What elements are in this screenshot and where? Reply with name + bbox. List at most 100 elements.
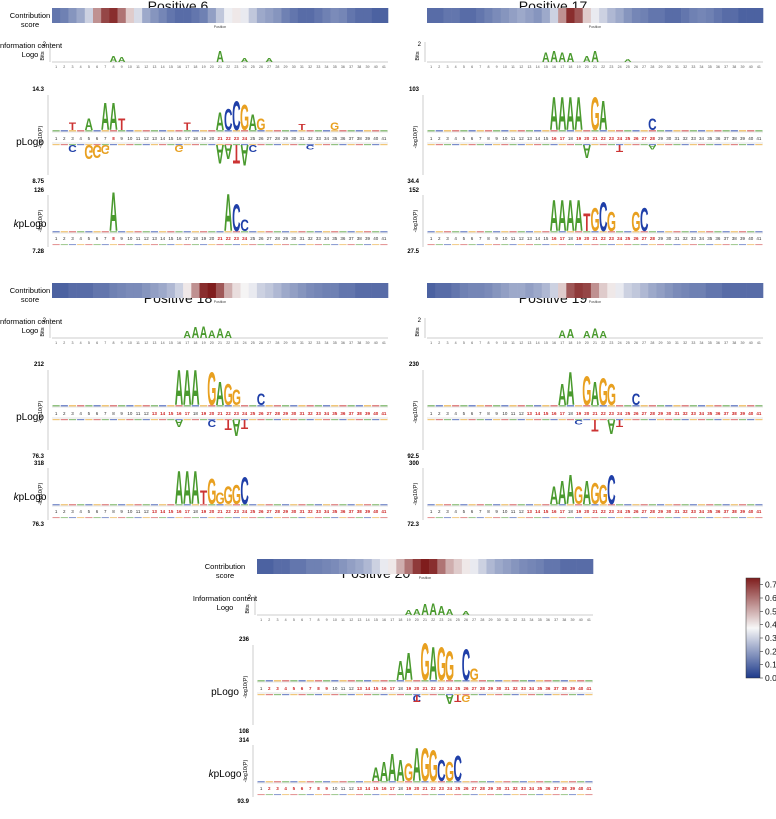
kplogo-label-k: k — [14, 219, 20, 230]
heatmap-cell — [256, 283, 266, 298]
kplogo-background-mark — [134, 244, 142, 246]
kplogo-background-mark — [380, 794, 388, 796]
plogo-background-mark — [85, 419, 93, 421]
kplogo-background-mark — [566, 231, 575, 233]
plogo-tick-label: 38 — [732, 411, 738, 416]
heatmap-cell — [535, 559, 545, 574]
plogo-tick-label: 25 — [250, 411, 256, 416]
info-tick-label: 21 — [218, 65, 222, 69]
kplogo-background-mark — [697, 517, 706, 519]
plogo-background-mark — [60, 419, 68, 421]
plogo-background-mark — [536, 680, 544, 682]
kplogo-tick-label: 5 — [463, 509, 466, 514]
plogo-letter: A — [101, 96, 109, 139]
heatmap-cell — [502, 559, 512, 574]
plogo-background-mark — [468, 419, 476, 421]
plogo-min: 34.4 — [407, 179, 419, 185]
kplogo-letter: A — [396, 753, 405, 787]
plogo-background-mark — [216, 130, 224, 132]
kplogo-background-mark — [93, 517, 101, 519]
heatmap-cell — [273, 8, 282, 23]
kplogo-background-mark — [322, 244, 331, 246]
plogo-background-mark — [525, 419, 534, 421]
plogo-tick-label: 37 — [554, 686, 560, 691]
plogo-background-mark — [191, 130, 200, 132]
kplogo-background-mark — [93, 504, 101, 506]
plogo-tick-label: 8 — [317, 686, 320, 691]
heatmap-cell — [117, 8, 127, 23]
kplogo-tick-label: 3 — [446, 236, 449, 241]
plogo-letter-negative: G — [174, 142, 183, 153]
kplogo-letter: A — [558, 475, 566, 512]
info-tick-label: 4 — [80, 65, 82, 69]
plogo-tick-label: 13 — [527, 411, 533, 416]
info-tick-label: 35 — [708, 65, 712, 69]
info-tick-label: 21 — [218, 341, 222, 345]
info-tick-label: 6 — [96, 341, 98, 345]
kplogo-background-mark — [583, 517, 591, 519]
plogo-background-mark — [257, 144, 265, 146]
plogo-background-mark — [314, 405, 322, 407]
heatmap-cell — [306, 8, 315, 23]
kplogo-background-mark — [380, 244, 388, 246]
kplogo-tick-label: 35 — [332, 509, 338, 514]
plogo-tick-label: 11 — [136, 136, 141, 141]
kplogo-background-mark — [314, 517, 322, 519]
plogo-background-mark — [257, 694, 265, 696]
plogo-background-mark — [730, 130, 738, 132]
plogo-tick-label: 7 — [104, 411, 107, 416]
plogo-tick-label: 13 — [357, 686, 363, 691]
heatmap-cell — [568, 559, 577, 574]
kplogo-tick-label: 1 — [55, 509, 58, 514]
plogo-tick-label: 30 — [666, 411, 672, 416]
kplogo-background-mark — [460, 244, 468, 246]
plogo-tick-label: 21 — [592, 136, 598, 141]
plogo-background-mark — [460, 405, 468, 407]
info-tick-label: 34 — [700, 341, 704, 345]
kplogo-tick-label: 37 — [554, 786, 560, 791]
info-tick-label: 15 — [374, 618, 378, 622]
kplogo-tick-label: 18 — [568, 509, 574, 514]
kplogo-background-mark — [501, 517, 509, 519]
kplogo-tick-label: 23 — [234, 236, 240, 241]
plogo-background-mark — [290, 144, 298, 146]
kplogo-background-mark — [183, 504, 191, 506]
plogo-background-mark — [257, 130, 265, 132]
kplogo-tick-label: 20 — [414, 786, 420, 791]
plogo-background-mark — [52, 405, 60, 407]
kplogo-background-mark — [413, 794, 421, 796]
position-label: Position — [214, 25, 227, 29]
kplogo-background-mark — [134, 231, 142, 233]
kplogo-background-mark — [460, 231, 468, 233]
kplogo-background-mark — [429, 781, 437, 783]
kplogo-background-mark — [60, 504, 68, 506]
kplogo-background-mark — [443, 244, 452, 246]
heatmap-cell — [289, 559, 299, 574]
plogo-background-mark — [281, 419, 290, 421]
kplogo-tick-label: 11 — [511, 509, 516, 514]
plogo-background-mark — [527, 694, 536, 696]
info-tick-label: 11 — [341, 618, 345, 622]
heatmap-cell — [101, 283, 110, 298]
kplogo-background-mark — [77, 504, 85, 506]
kplogo-background-mark — [347, 231, 355, 233]
kplogo-background-mark — [290, 504, 298, 506]
plogo-tick-label: 40 — [748, 136, 754, 141]
heatmap-cell — [541, 283, 551, 298]
heatmap-cell — [174, 8, 184, 23]
plogo-background-mark — [109, 419, 118, 421]
kplogo-background-mark — [159, 504, 167, 506]
kplogo-tick-label: 38 — [732, 509, 738, 514]
kplogo-background-mark — [68, 231, 77, 233]
info-tick-label: 41 — [757, 341, 761, 345]
kplogo-background-mark — [476, 517, 484, 519]
heatmap-cell — [248, 283, 258, 298]
kplogo-background-mark — [388, 781, 396, 783]
colorbar-tick-label: 0.7 — [765, 580, 776, 590]
plogo-tick-label: 31 — [674, 136, 680, 141]
kplogo-background-mark — [208, 504, 216, 506]
info-tick-label: 4 — [455, 341, 457, 345]
plogo-tick-label: 8 — [112, 411, 115, 416]
info-tick-label: 20 — [210, 341, 214, 345]
heatmap-cell — [371, 8, 381, 23]
